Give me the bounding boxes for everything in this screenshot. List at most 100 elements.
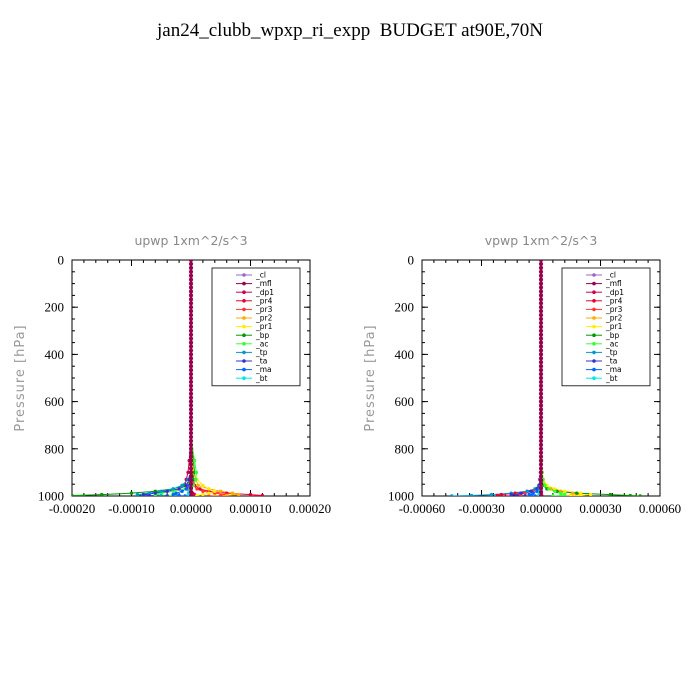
- profile-marker: [538, 387, 544, 392]
- panel-title: vpwp 1xm^2/s^3: [485, 233, 598, 248]
- series-marker: [260, 493, 265, 496]
- series-marker: [82, 494, 86, 496]
- x-tick-label: -0.00020: [49, 501, 96, 516]
- profile-marker: [188, 493, 194, 496]
- y-tick-label: 800: [395, 441, 415, 456]
- series-marker: [230, 491, 235, 495]
- profile-marker: [188, 289, 194, 294]
- series-marker: [147, 493, 152, 496]
- series-marker: [180, 489, 184, 493]
- y-axis-label: Pressure [hPa]: [13, 324, 28, 431]
- profile-marker: [538, 474, 544, 479]
- y-tick-label: 0: [58, 253, 65, 268]
- legend-label: _ma: [605, 365, 622, 374]
- profile-marker: [538, 332, 544, 337]
- profile-marker: [538, 312, 544, 318]
- profile-marker: [188, 277, 194, 282]
- upwp-panel: upwp 1xm^2/s^3 Pressure [hPa] 0 200 400 600 80…: [13, 233, 331, 516]
- profile-marker: [188, 309, 194, 314]
- x-tick-label: 0.00010: [229, 501, 271, 516]
- series-marker: [533, 494, 537, 496]
- profile-marker: [538, 458, 544, 463]
- profile-marker: [538, 364, 544, 369]
- series-marker: [608, 492, 613, 496]
- profile-marker: [188, 470, 194, 475]
- series-marker: [201, 492, 205, 496]
- profile-marker: [538, 489, 544, 495]
- x-tick-label: -0.00030: [458, 501, 505, 516]
- series-marker: [553, 487, 557, 491]
- legend-swatch-marker: [242, 299, 246, 303]
- profile-marker: [538, 442, 544, 447]
- legend-swatch-marker: [242, 290, 246, 295]
- profile-marker: [538, 395, 544, 400]
- legend-swatch-marker: [242, 273, 246, 277]
- profile-marker: [538, 419, 544, 424]
- profile-marker: [188, 466, 194, 471]
- series-marker: [194, 470, 199, 475]
- series-marker: [495, 493, 500, 496]
- profile-marker: [188, 273, 194, 278]
- profile-marker: [188, 312, 194, 318]
- profile-marker: [188, 438, 194, 444]
- y-tick-label: 1000: [388, 489, 414, 504]
- legend-label: _cl: [255, 271, 266, 280]
- series-marker: [563, 489, 567, 493]
- profile-marker: [538, 430, 544, 436]
- profile-marker: [188, 352, 194, 357]
- profile-marker: [538, 368, 544, 373]
- series-marker: [563, 492, 567, 496]
- y-tick-label: 200: [45, 300, 65, 315]
- legend-label: _ta: [255, 357, 267, 366]
- series-marker: [207, 491, 211, 495]
- legend-swatch-marker: [592, 342, 596, 346]
- profile-marker: [538, 438, 544, 444]
- legend-swatch-marker: [242, 281, 246, 286]
- legend-label: _dp1: [605, 288, 624, 297]
- profile-marker: [538, 309, 544, 314]
- profile-marker: [538, 277, 544, 282]
- profile-marker: [188, 371, 194, 377]
- series-marker: [571, 491, 575, 495]
- series-marker: [578, 493, 583, 496]
- panel-title: upwp 1xm^2/s^3: [134, 233, 247, 248]
- profile-marker: [188, 379, 194, 385]
- profile-marker: [538, 297, 544, 302]
- legend-label: _pr2: [255, 314, 273, 323]
- legend-swatch-marker: [242, 333, 246, 338]
- series-marker: [159, 489, 163, 493]
- series-marker: [159, 494, 163, 496]
- profile-marker: [538, 328, 544, 333]
- legend-swatch-marker: [242, 367, 246, 372]
- profile-marker: [538, 450, 544, 455]
- series-marker: [147, 491, 152, 495]
- x-tick-label: 0.00060: [639, 501, 681, 516]
- legend-swatch-marker: [592, 307, 596, 312]
- series-marker: [198, 487, 202, 491]
- series-marker: [177, 487, 181, 491]
- series-marker: [547, 487, 551, 491]
- profile-marker: [538, 352, 544, 357]
- series-marker: [499, 492, 504, 496]
- series-marker: [588, 492, 593, 496]
- series-marker: [141, 492, 146, 496]
- profile-marker: [188, 344, 194, 349]
- series-marker: [201, 489, 205, 493]
- legend-swatch-marker: [592, 273, 596, 277]
- profile-marker: [188, 450, 194, 455]
- profile-marker: [538, 265, 544, 270]
- profile-marker: [188, 474, 194, 479]
- series-marker: [135, 492, 140, 496]
- profile-marker: [188, 364, 194, 369]
- legend-label: _ac: [605, 339, 618, 348]
- legend-label: _pr3: [255, 305, 273, 314]
- series-marker: [225, 493, 229, 496]
- profile-marker: [188, 403, 194, 408]
- series-line: [540, 260, 567, 496]
- series-marker: [184, 483, 188, 488]
- profile-marker: [188, 407, 194, 412]
- profile-marker: [538, 316, 544, 322]
- series-group: [72, 260, 265, 496]
- series-marker: [450, 494, 454, 496]
- series-marker: [219, 493, 223, 496]
